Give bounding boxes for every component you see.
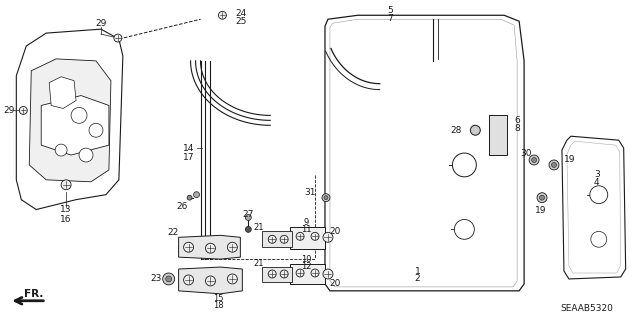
Text: 10: 10	[301, 255, 311, 263]
Circle shape	[529, 155, 539, 165]
Circle shape	[540, 195, 545, 200]
Circle shape	[79, 148, 93, 162]
Circle shape	[532, 158, 536, 162]
Polygon shape	[179, 267, 243, 294]
Circle shape	[549, 160, 559, 170]
Text: 26: 26	[176, 202, 188, 211]
Circle shape	[296, 232, 304, 240]
Text: 6: 6	[514, 116, 520, 125]
Polygon shape	[325, 15, 524, 291]
Circle shape	[227, 242, 237, 252]
Circle shape	[114, 34, 122, 42]
Polygon shape	[179, 235, 241, 259]
Circle shape	[296, 269, 304, 277]
Text: 23: 23	[150, 274, 161, 284]
Circle shape	[324, 196, 328, 200]
Circle shape	[187, 195, 192, 200]
Circle shape	[323, 269, 333, 279]
Circle shape	[55, 144, 67, 156]
Text: 30: 30	[520, 149, 532, 158]
Text: 22: 22	[167, 228, 179, 237]
Text: 20: 20	[329, 227, 340, 236]
Circle shape	[184, 275, 193, 285]
Polygon shape	[290, 264, 325, 284]
Circle shape	[280, 235, 288, 243]
Text: 27: 27	[243, 210, 254, 219]
Circle shape	[193, 192, 200, 198]
Circle shape	[89, 123, 103, 137]
Circle shape	[311, 232, 319, 240]
Circle shape	[218, 11, 227, 19]
Text: 21: 21	[253, 223, 264, 232]
Circle shape	[590, 186, 608, 204]
Circle shape	[454, 219, 474, 239]
Text: 3: 3	[594, 170, 600, 179]
Text: 9: 9	[303, 218, 308, 227]
Circle shape	[166, 276, 172, 282]
Text: FR.: FR.	[24, 289, 43, 299]
Text: 16: 16	[60, 215, 72, 224]
Text: 29: 29	[95, 19, 107, 28]
Circle shape	[280, 270, 288, 278]
Circle shape	[205, 243, 216, 253]
Text: 25: 25	[236, 17, 247, 26]
Circle shape	[591, 231, 607, 247]
Text: 15: 15	[213, 294, 224, 303]
Text: SEAAB5320: SEAAB5320	[561, 304, 613, 313]
Circle shape	[205, 276, 216, 286]
Text: 19: 19	[535, 206, 547, 215]
Text: 12: 12	[301, 262, 311, 271]
Text: 5: 5	[387, 6, 392, 15]
Circle shape	[322, 194, 330, 202]
Polygon shape	[262, 231, 292, 247]
Circle shape	[71, 108, 87, 123]
Polygon shape	[29, 59, 111, 182]
Text: 11: 11	[301, 225, 311, 234]
Polygon shape	[17, 29, 123, 210]
Circle shape	[245, 226, 252, 232]
Polygon shape	[262, 267, 292, 282]
Circle shape	[19, 107, 28, 115]
Circle shape	[227, 274, 237, 284]
Text: 4: 4	[594, 178, 600, 187]
Circle shape	[245, 214, 252, 220]
Text: 19: 19	[564, 155, 575, 165]
Text: 28: 28	[450, 126, 461, 135]
Circle shape	[268, 270, 276, 278]
Circle shape	[184, 242, 193, 252]
Polygon shape	[489, 115, 507, 155]
Text: 17: 17	[183, 152, 195, 161]
Circle shape	[61, 180, 71, 190]
Text: 31: 31	[305, 188, 316, 197]
Circle shape	[470, 125, 480, 135]
Text: 14: 14	[183, 144, 195, 152]
Circle shape	[537, 193, 547, 203]
Polygon shape	[290, 227, 325, 249]
Text: 8: 8	[514, 124, 520, 133]
Text: 21: 21	[253, 259, 264, 268]
Circle shape	[268, 235, 276, 243]
Text: 13: 13	[60, 205, 72, 214]
Polygon shape	[41, 96, 109, 155]
Circle shape	[163, 273, 175, 285]
Circle shape	[323, 232, 333, 242]
Text: 24: 24	[236, 9, 246, 18]
Text: 29: 29	[4, 106, 15, 115]
Polygon shape	[562, 136, 626, 279]
Text: 2: 2	[415, 274, 420, 284]
Text: 7: 7	[387, 14, 392, 23]
Polygon shape	[49, 77, 76, 108]
Text: 18: 18	[213, 301, 224, 310]
Circle shape	[311, 269, 319, 277]
Circle shape	[452, 153, 476, 177]
Text: 1: 1	[415, 266, 420, 276]
Circle shape	[552, 162, 556, 167]
Text: 20: 20	[329, 279, 340, 288]
